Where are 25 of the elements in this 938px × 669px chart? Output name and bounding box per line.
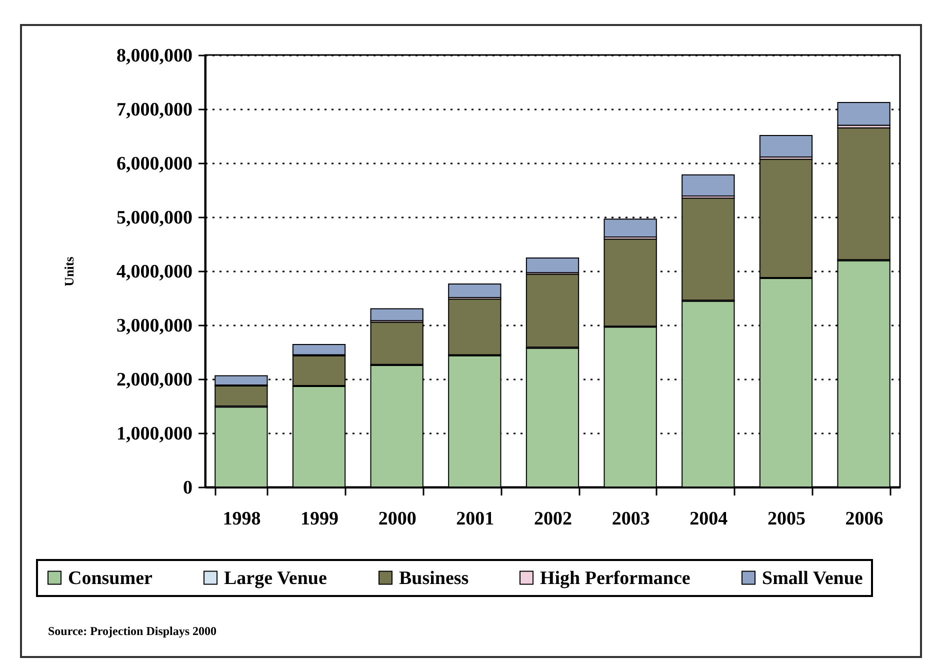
y-tick-label: 8,000,000 — [116, 46, 192, 66]
legend-label: Large Venue — [224, 568, 327, 589]
x-tick-label: 2004 — [690, 508, 728, 530]
y-tick-label: 3,000,000 — [116, 316, 192, 336]
x-tick-label: 2002 — [534, 508, 572, 530]
x-tick-label: 1999 — [300, 508, 339, 530]
source-note: Source: Projection Displays 2000 — [48, 624, 217, 639]
y-tick-label: 5,000,000 — [116, 208, 192, 228]
y-tick-label: 0 — [183, 478, 192, 498]
y-tick-label: 7,000,000 — [116, 100, 192, 120]
y-tick-label: 1,000,000 — [116, 424, 192, 444]
y-tick-label: 2,000,000 — [116, 370, 192, 390]
x-tick-label: 2003 — [612, 508, 650, 530]
x-tick-label: 2000 — [378, 508, 416, 530]
legend-label: High Performance — [540, 568, 690, 589]
legend-label: Small Venue — [762, 568, 863, 589]
x-tick-label: 2001 — [456, 508, 494, 530]
y-tick-label: 4,000,000 — [116, 262, 192, 282]
legend-label: Consumer — [68, 568, 154, 589]
x-tick-label: 2006 — [845, 508, 884, 530]
legend-label: Business — [399, 568, 469, 589]
x-tick-label: 2005 — [767, 508, 806, 530]
y-axis-title: Units — [62, 256, 76, 286]
x-tick-label: 1998 — [222, 508, 261, 530]
y-tick-label: 6,000,000 — [116, 154, 192, 174]
